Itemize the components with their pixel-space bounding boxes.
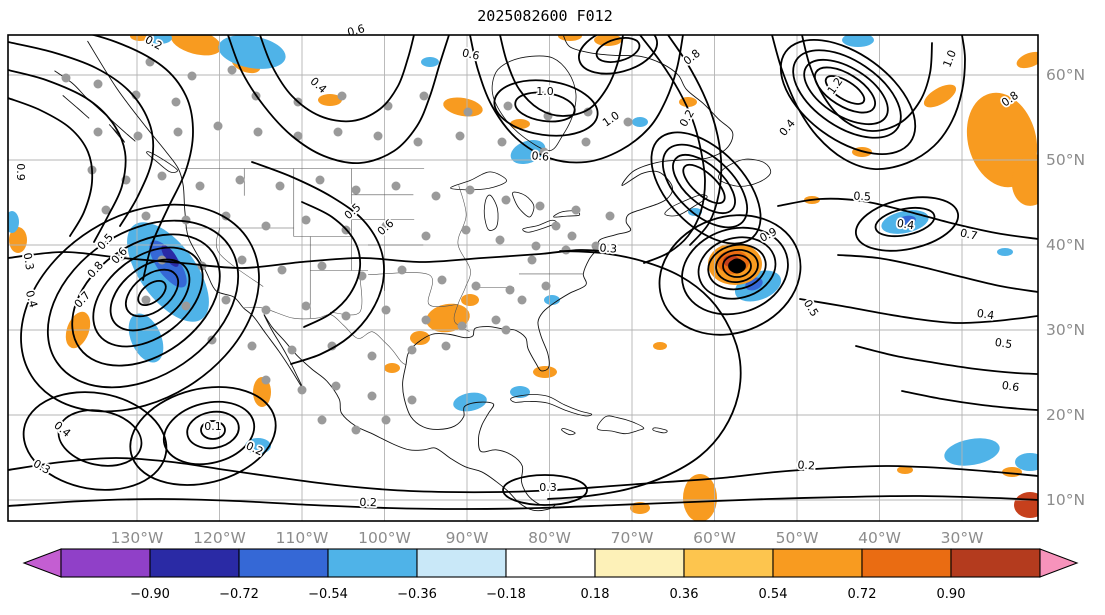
lat-tick-label: 20°N xyxy=(1046,406,1085,424)
axis-labels: 130°W 120°W 110°W 100°W 90°W 80°W 70°W 60°W 50°W… xyxy=(111,66,1085,547)
svg-text:0.6: 0.6 xyxy=(531,149,550,163)
svg-text:0.3: 0.3 xyxy=(21,252,37,271)
colorbar-tick-label: −0.36 xyxy=(397,587,437,602)
svg-text:0.3: 0.3 xyxy=(599,241,617,255)
lon-tick-label: 130°W xyxy=(111,529,164,547)
colorbar-tick-label: 0.36 xyxy=(670,587,699,602)
lon-tick-label: 70°W xyxy=(611,529,654,547)
lon-tick-label: 30°W xyxy=(941,529,984,547)
colorbar-segment xyxy=(950,548,1041,578)
svg-text:0.6: 0.6 xyxy=(1001,379,1020,394)
colorbar-tick-label: −0.18 xyxy=(486,587,526,602)
svg-text:0.4: 0.4 xyxy=(896,217,915,232)
colorbar-tick-label: 0.72 xyxy=(848,587,877,602)
lat-tick-label: 50°N xyxy=(1046,151,1085,169)
svg-text:0.4: 0.4 xyxy=(23,289,40,309)
svg-text:0.6: 0.6 xyxy=(461,46,481,62)
colorbar-segment xyxy=(416,548,507,578)
colorbar: −0.90 −0.72 −0.54 −0.36 −0.18 0.18 0.36 0.54 0.7… xyxy=(22,548,1079,602)
lon-tick-label: 110°W xyxy=(276,529,329,547)
colorbar-tick-label: 0.18 xyxy=(581,587,610,602)
svg-text:0.4: 0.4 xyxy=(51,419,73,440)
svg-text:0.7: 0.7 xyxy=(959,226,979,242)
svg-text:0.4: 0.4 xyxy=(307,75,329,96)
colorbar-tick-label: −0.72 xyxy=(219,587,259,602)
colorbar-segment xyxy=(238,548,329,578)
colorbar-segment xyxy=(505,548,596,578)
svg-text:0.5: 0.5 xyxy=(994,336,1013,351)
lat-tick-label: 60°N xyxy=(1046,66,1085,84)
figure-title: 2025082600 F012 xyxy=(477,7,612,25)
colorbar-segment xyxy=(149,548,240,578)
svg-text:0.2: 0.2 xyxy=(797,458,815,472)
lat-tick-label: 40°N xyxy=(1046,236,1085,254)
lon-tick-label: 100°W xyxy=(358,529,411,547)
map-layers: 0.20.60.40.61.01.00.81.21.00.80.90.30.40… xyxy=(7,20,1085,602)
svg-text:1.0: 1.0 xyxy=(600,109,622,130)
lon-tick-label: 80°W xyxy=(528,529,571,547)
svg-text:0.6: 0.6 xyxy=(375,217,397,238)
colorbar-tick-label: 0.90 xyxy=(937,587,966,602)
colorbar-tick-label: −0.54 xyxy=(308,587,348,602)
colorbar-tick-label: 0.54 xyxy=(759,587,788,602)
colorbar-segment xyxy=(60,548,151,578)
shading-layer xyxy=(8,35,1038,521)
plot-border xyxy=(7,34,1039,522)
colorbar-segment xyxy=(327,548,418,578)
lon-tick-label: 60°W xyxy=(693,529,736,547)
colorbar-segment xyxy=(772,548,863,578)
lon-tick-label: 90°W xyxy=(446,529,489,547)
cyclone-marker xyxy=(729,258,745,274)
colorbar-segment xyxy=(861,548,952,578)
svg-text:1.0: 1.0 xyxy=(940,48,959,69)
svg-text:0.5: 0.5 xyxy=(853,190,871,204)
svg-text:0.8: 0.8 xyxy=(681,47,703,68)
colorbar-segment xyxy=(683,548,774,578)
svg-text:0.6: 0.6 xyxy=(346,22,366,39)
svg-text:0.4: 0.4 xyxy=(976,307,995,322)
colorbar-tick-label: −0.90 xyxy=(130,587,170,602)
svg-text:0.3: 0.3 xyxy=(539,481,557,494)
svg-text:0.5: 0.5 xyxy=(342,201,364,222)
lon-tick-label: 120°W xyxy=(193,529,246,547)
svg-text:0.4: 0.4 xyxy=(777,117,798,139)
lon-tick-label: 40°W xyxy=(858,529,901,547)
svg-text:0.9: 0.9 xyxy=(14,163,27,181)
svg-text:1.0: 1.0 xyxy=(536,85,554,98)
grid-layer xyxy=(8,35,1038,521)
colorbar-right-arrow xyxy=(1039,548,1079,578)
colorbar-left-arrow xyxy=(22,548,62,578)
contour-layer xyxy=(8,35,1038,510)
lon-tick-label: 50°W xyxy=(776,529,819,547)
lat-tick-label: 30°N xyxy=(1046,321,1085,339)
lat-tick-label: 10°N xyxy=(1046,491,1085,509)
svg-text:0.8: 0.8 xyxy=(85,259,106,281)
svg-text:0.1: 0.1 xyxy=(204,420,222,433)
svg-text:0.2: 0.2 xyxy=(359,496,377,510)
colorbar-segment xyxy=(594,548,685,578)
